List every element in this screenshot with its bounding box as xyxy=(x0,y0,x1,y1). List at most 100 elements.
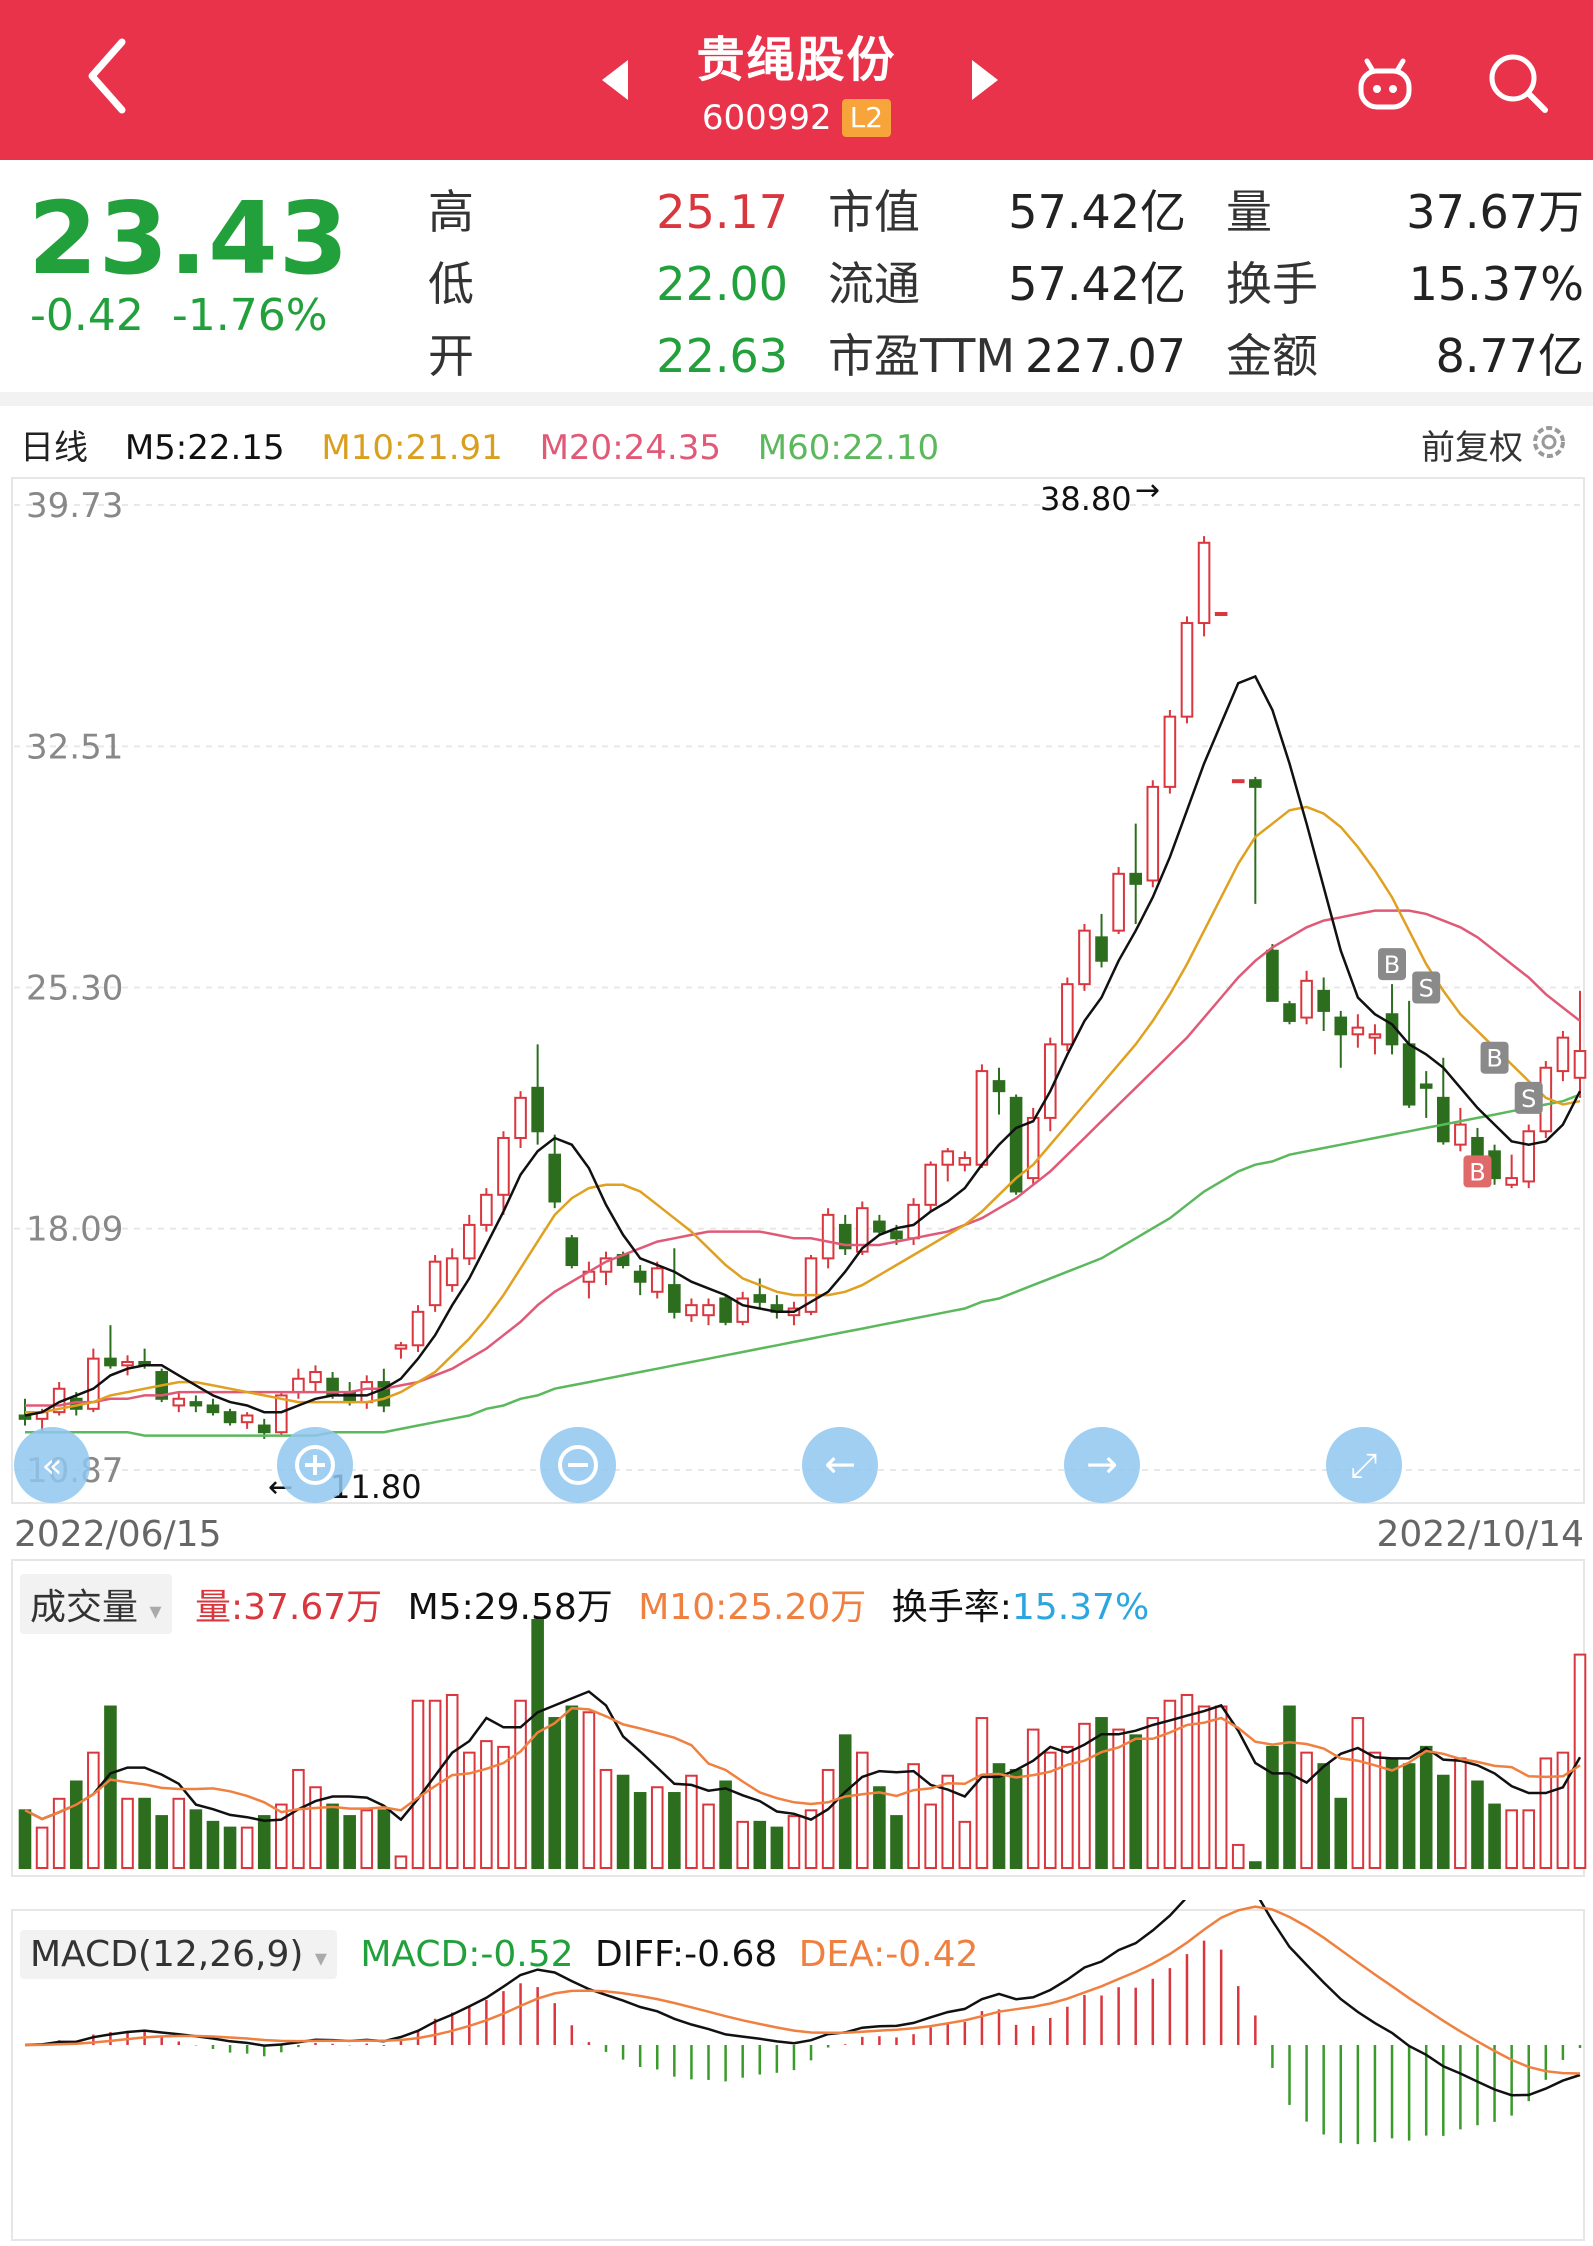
dropdown-caret-icon: ▾ xyxy=(149,1597,162,1625)
candle-body xyxy=(1214,612,1228,617)
candle-body xyxy=(736,1297,749,1323)
high-value: 25.17 xyxy=(656,185,788,239)
volume-bar xyxy=(257,1815,271,1869)
volume-bar xyxy=(1095,1717,1108,1869)
candle-body xyxy=(1317,989,1330,1012)
volume-chart[interactable] xyxy=(0,1550,1593,1900)
volume-bar xyxy=(35,1826,49,1870)
volume-bar xyxy=(1163,1699,1177,1869)
candle-body xyxy=(821,1213,835,1260)
scroll-right-button[interactable]: → xyxy=(1064,1427,1140,1503)
y-tick-label: 39.73 xyxy=(26,486,123,526)
trade-marker-b[interactable] xyxy=(1378,948,1407,981)
adjust-mode[interactable]: 前复权 xyxy=(1421,428,1523,468)
settings-gear-icon[interactable] xyxy=(1527,420,1571,464)
candle-body xyxy=(104,1357,117,1367)
candle-body xyxy=(1129,872,1143,885)
volume-bar xyxy=(309,1786,322,1870)
open-value: 22.63 xyxy=(656,329,788,383)
candle-body xyxy=(1334,1016,1348,1036)
candle-body xyxy=(685,1304,698,1317)
candle-body xyxy=(650,1267,664,1293)
prev-stock-arrow-icon[interactable] xyxy=(602,60,628,100)
trade-marker-label: B xyxy=(1486,1045,1502,1073)
candle-body xyxy=(462,1223,476,1260)
volume-bar xyxy=(360,1809,374,1869)
macd-indicator-select[interactable]: MACD(12,26,9) ▾ xyxy=(20,1930,337,1979)
next-stock-arrow-icon[interactable] xyxy=(972,60,998,100)
candle-body xyxy=(941,1150,955,1166)
volume-bar xyxy=(565,1705,579,1869)
volume-bar xyxy=(1061,1745,1074,1869)
low-label: 低 xyxy=(428,257,474,311)
candle-body xyxy=(275,1394,288,1434)
volume-bar xyxy=(1283,1705,1296,1869)
volume-bar xyxy=(736,1820,749,1870)
trade-marker-s[interactable] xyxy=(1514,1081,1543,1114)
candle-body xyxy=(548,1153,562,1203)
macd-chart[interactable] xyxy=(0,1900,1593,2246)
zoom-in-icon xyxy=(295,1445,335,1485)
ma20-line xyxy=(25,909,1581,1407)
volume-bar xyxy=(394,1855,408,1869)
candle-body xyxy=(1180,622,1194,718)
search-icon[interactable] xyxy=(1485,50,1551,116)
high-label: 高 xyxy=(428,185,474,239)
trade-marker-b[interactable] xyxy=(1463,1155,1492,1188)
candle-body xyxy=(1573,1050,1587,1079)
pe-label: 市盈TTM xyxy=(828,329,1016,383)
volume-bar xyxy=(1385,1757,1399,1869)
level2-badge[interactable]: L2 xyxy=(841,99,892,137)
candle-body xyxy=(1163,715,1177,788)
period-label[interactable]: 日线 xyxy=(20,428,88,468)
volume-bar xyxy=(1043,1751,1057,1869)
max-price-arrow: → xyxy=(1135,473,1160,508)
zoom-in-button[interactable] xyxy=(277,1427,353,1503)
candle-body xyxy=(856,1207,869,1253)
candle-body xyxy=(1454,1123,1467,1146)
volume-bar xyxy=(87,1751,100,1869)
volume-bar xyxy=(1078,1722,1091,1870)
kline-frame xyxy=(11,477,1585,1504)
candle-body xyxy=(1419,1083,1433,1089)
volume-bar xyxy=(1334,1797,1348,1869)
candle-body xyxy=(1368,1033,1382,1039)
volume-today: 量:37.67万 xyxy=(194,1587,383,1628)
double-left-icon: « xyxy=(42,1446,63,1486)
back-arrow-icon[interactable] xyxy=(80,36,140,116)
fullscreen-button[interactable]: ⤢ xyxy=(1326,1427,1402,1503)
volume-bar xyxy=(480,1740,493,1870)
candle-body xyxy=(1402,1043,1416,1106)
left-arrow-icon: ← xyxy=(824,1442,856,1486)
volume-m5-line xyxy=(24,1690,1582,1822)
trade-marker-b[interactable] xyxy=(1480,1041,1509,1074)
turnover-label: 换手 xyxy=(1226,257,1318,311)
scroll-left-button[interactable]: ← xyxy=(802,1427,878,1503)
candle-body xyxy=(719,1297,732,1323)
scroll-first-button[interactable]: « xyxy=(14,1427,90,1503)
volume-bar xyxy=(1300,1751,1313,1869)
macd-legend: MACD(12,26,9) ▾ MACD:-0.52 DIFF:-0.68 DE… xyxy=(20,1930,978,1979)
volume-bar xyxy=(941,1774,955,1870)
zoom-out-button[interactable] xyxy=(540,1427,616,1503)
candle-body xyxy=(121,1360,134,1367)
float-label: 流通 xyxy=(828,257,920,311)
robot-assistant-icon[interactable] xyxy=(1355,55,1415,115)
volume-bar xyxy=(189,1809,203,1869)
trade-marker-label: B xyxy=(1469,1158,1485,1186)
volume-bar xyxy=(1471,1780,1484,1870)
stock-code-row: 600992 L2 xyxy=(0,98,1593,138)
volume-bar xyxy=(1129,1734,1143,1870)
turnover-rate-label: 换手率: xyxy=(891,1587,1012,1628)
volume-indicator-select[interactable]: 成交量 ▾ xyxy=(20,1574,172,1634)
candle-body xyxy=(1266,949,1279,1002)
volume-bar xyxy=(1214,1705,1228,1869)
volume-bar xyxy=(292,1768,305,1869)
candle-body xyxy=(1522,1130,1536,1183)
expand-icon: ⤢ xyxy=(1350,1446,1377,1486)
volume-bar xyxy=(719,1780,732,1870)
candle-body xyxy=(804,1257,818,1313)
trade-marker-s[interactable] xyxy=(1412,971,1441,1004)
volume-bar xyxy=(497,1745,510,1869)
